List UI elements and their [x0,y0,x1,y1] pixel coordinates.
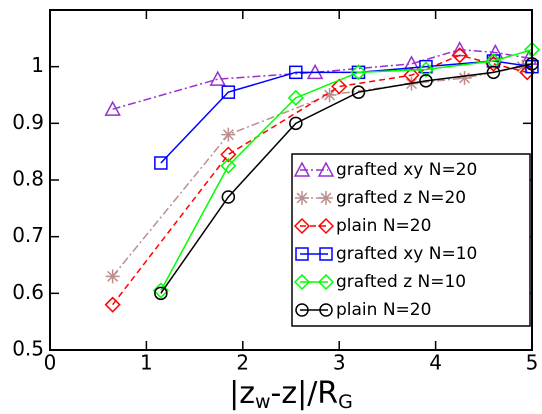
legend-marker [295,247,309,261]
marker [419,74,433,88]
legend-marker [319,247,333,261]
marker [152,282,169,299]
marker [451,47,468,64]
marker [417,61,435,78]
legend-label: grafted xy N=10 [336,244,477,264]
x-tick-label: 4 [429,351,442,375]
marker [331,78,348,95]
marker [351,85,366,99]
marker [220,146,237,163]
legend-label: grafted xy N=20 [336,160,477,180]
y-tick-label: 0.5 [12,337,44,361]
legend-marker [319,191,333,205]
marker [154,156,168,170]
x-tick-label: 3 [333,351,346,375]
marker [350,64,367,81]
legend-marker [317,273,335,291]
legend-marker [317,161,335,177]
x-label-part: w [255,391,271,413]
marker [221,190,236,204]
marker [104,296,121,313]
y-tick-label: 0.6 [12,280,44,304]
y-tick-label: 0.9 [12,110,44,134]
series-line [112,54,528,306]
series-line [112,48,530,110]
x-label-part: -z|/R [271,376,339,411]
y-tick-label: 0.8 [12,167,44,191]
series-line [160,63,533,294]
x-tick-label: 1 [140,351,153,375]
legend-label: plain N=20 [336,300,431,320]
marker [105,269,120,284]
marker [486,65,501,80]
legend-marker [319,303,333,317]
marker [221,127,236,142]
legend-box [291,153,531,327]
marker [209,70,226,86]
legend-marker [295,191,309,205]
x-axis-label: |zw-z|/RG [229,376,353,413]
y-tick-label: 1 [31,53,44,77]
legend-marker [293,161,311,177]
x-tick-label: 2 [236,351,249,375]
marker [289,65,303,80]
x-tick-label: 5 [526,351,539,375]
legend-label: grafted z N=10 [336,272,466,292]
marker [104,100,121,116]
legend-marker [293,273,311,291]
marker [403,67,420,84]
marker [287,89,304,106]
x-label-part: G [338,391,353,413]
marker [322,88,337,102]
legend-marker [293,217,311,235]
marker [154,286,168,301]
legend-label: grafted z N=20 [336,188,466,208]
x-label-part: |z [229,376,255,411]
y-tick-label: 0.7 [12,223,44,247]
legend-marker [295,303,309,317]
legend-label: plain N=20 [336,216,431,236]
marker [419,59,433,74]
marker [457,71,472,85]
x-tick-label: 0 [44,351,57,375]
series-line [112,65,523,277]
plot-frame [49,9,533,351]
series-line [160,48,533,291]
marker [485,52,502,70]
marker [221,85,236,99]
marker [289,116,303,131]
legend-marker [317,217,335,235]
marker [220,157,237,174]
